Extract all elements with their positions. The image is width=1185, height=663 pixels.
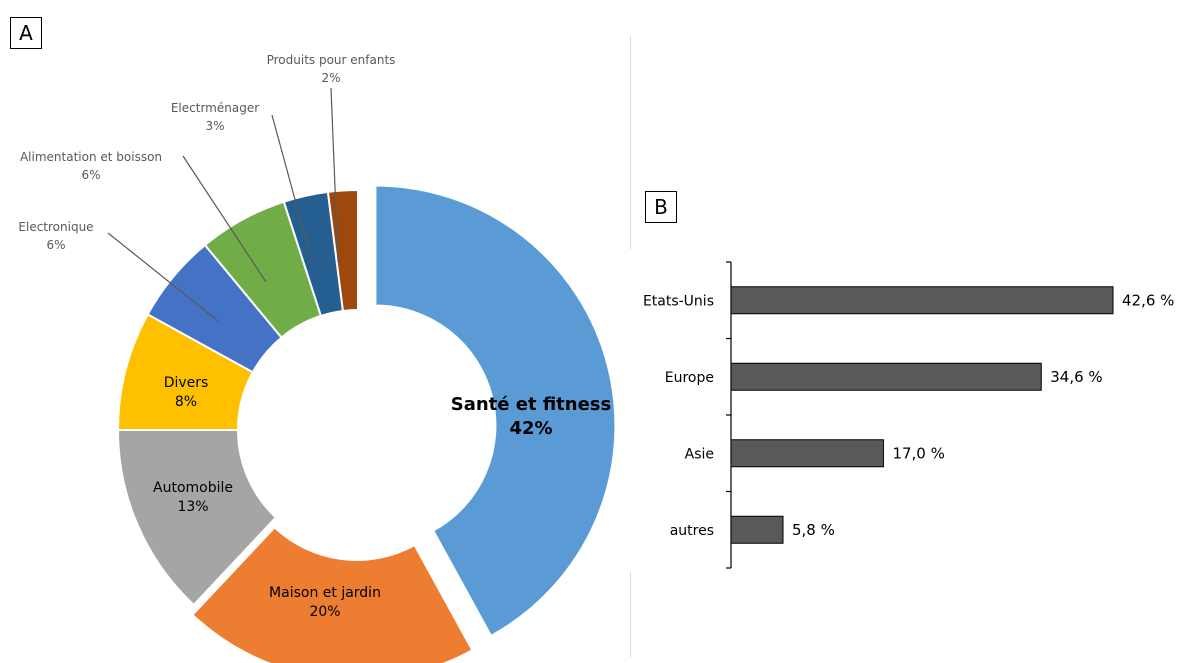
slice-label-electronique: Electronique [18, 220, 93, 234]
slice-label-sante-et-fitness: Santé et fitness [451, 394, 611, 415]
slice-value-automobile: 13% [177, 499, 208, 515]
value-label-europe: 34,6 % [1050, 368, 1102, 386]
leader-line-electrmenager [271, 114, 313, 263]
category-label-asie: Asie [685, 446, 714, 462]
slice-value-alimentation-et-boisson: 6% [81, 168, 100, 182]
slice-label-alimentation-et-boisson: Alimentation et boisson [20, 150, 162, 164]
value-label-asie: 17,0 % [892, 444, 944, 462]
slice-label-electrmenager: Electrménager [171, 101, 259, 115]
slice-label-divers: Divers [164, 375, 209, 391]
leader-line-electronique [107, 232, 219, 322]
slice-value-electronique: 6% [46, 238, 65, 252]
bar-chart: Etats-Unis 42,6 % Europe 34,6 % Asie 17,0 % au… [643, 261, 1174, 569]
category-label-etats-unis: Etats-Unis [643, 293, 714, 309]
panel-divider-top [630, 36, 631, 249]
slice-value-divers: 8% [175, 394, 197, 410]
slice-automobile [116, 429, 278, 607]
slice-label-produits-pour-enfants: Produits pour enfants [267, 53, 396, 67]
slice-value-maison-et-jardin: 20% [309, 604, 340, 620]
bar-europe [730, 362, 1042, 391]
leader-line-alimentation-et-boisson [182, 155, 267, 283]
slice-label-automobile: Automobile [153, 480, 233, 496]
bar-etats-unis [730, 286, 1114, 315]
value-label-autres: 5,8 % [792, 521, 835, 539]
slice-produits-pour-enfants [326, 188, 359, 313]
slice-value-electrmenager: 3% [205, 119, 224, 133]
panel-divider-bottom [630, 572, 631, 657]
slice-maison-et-jardin [191, 525, 474, 663]
slice-value-produits-pour-enfants: 2% [321, 71, 340, 85]
category-label-autres: autres [670, 523, 714, 539]
panel-label-a: A [10, 17, 42, 49]
slice-sante-et-fitness [374, 184, 617, 638]
bar-autres [730, 515, 784, 544]
leader-line-produits-pour-enfants [330, 87, 339, 263]
slice-label-maison-et-jardin: Maison et jardin [269, 585, 381, 601]
slice-value-sante-et-fitness: 42% [509, 418, 552, 439]
value-label-etats-unis: 42,6 % [1122, 291, 1174, 309]
bar-asie [730, 439, 884, 468]
donut-chart: Santé et fitness 42% Maison et jardin 20% Au… [18, 53, 617, 663]
category-label-europe: Europe [665, 370, 714, 386]
panel-label-b: B [645, 191, 677, 223]
